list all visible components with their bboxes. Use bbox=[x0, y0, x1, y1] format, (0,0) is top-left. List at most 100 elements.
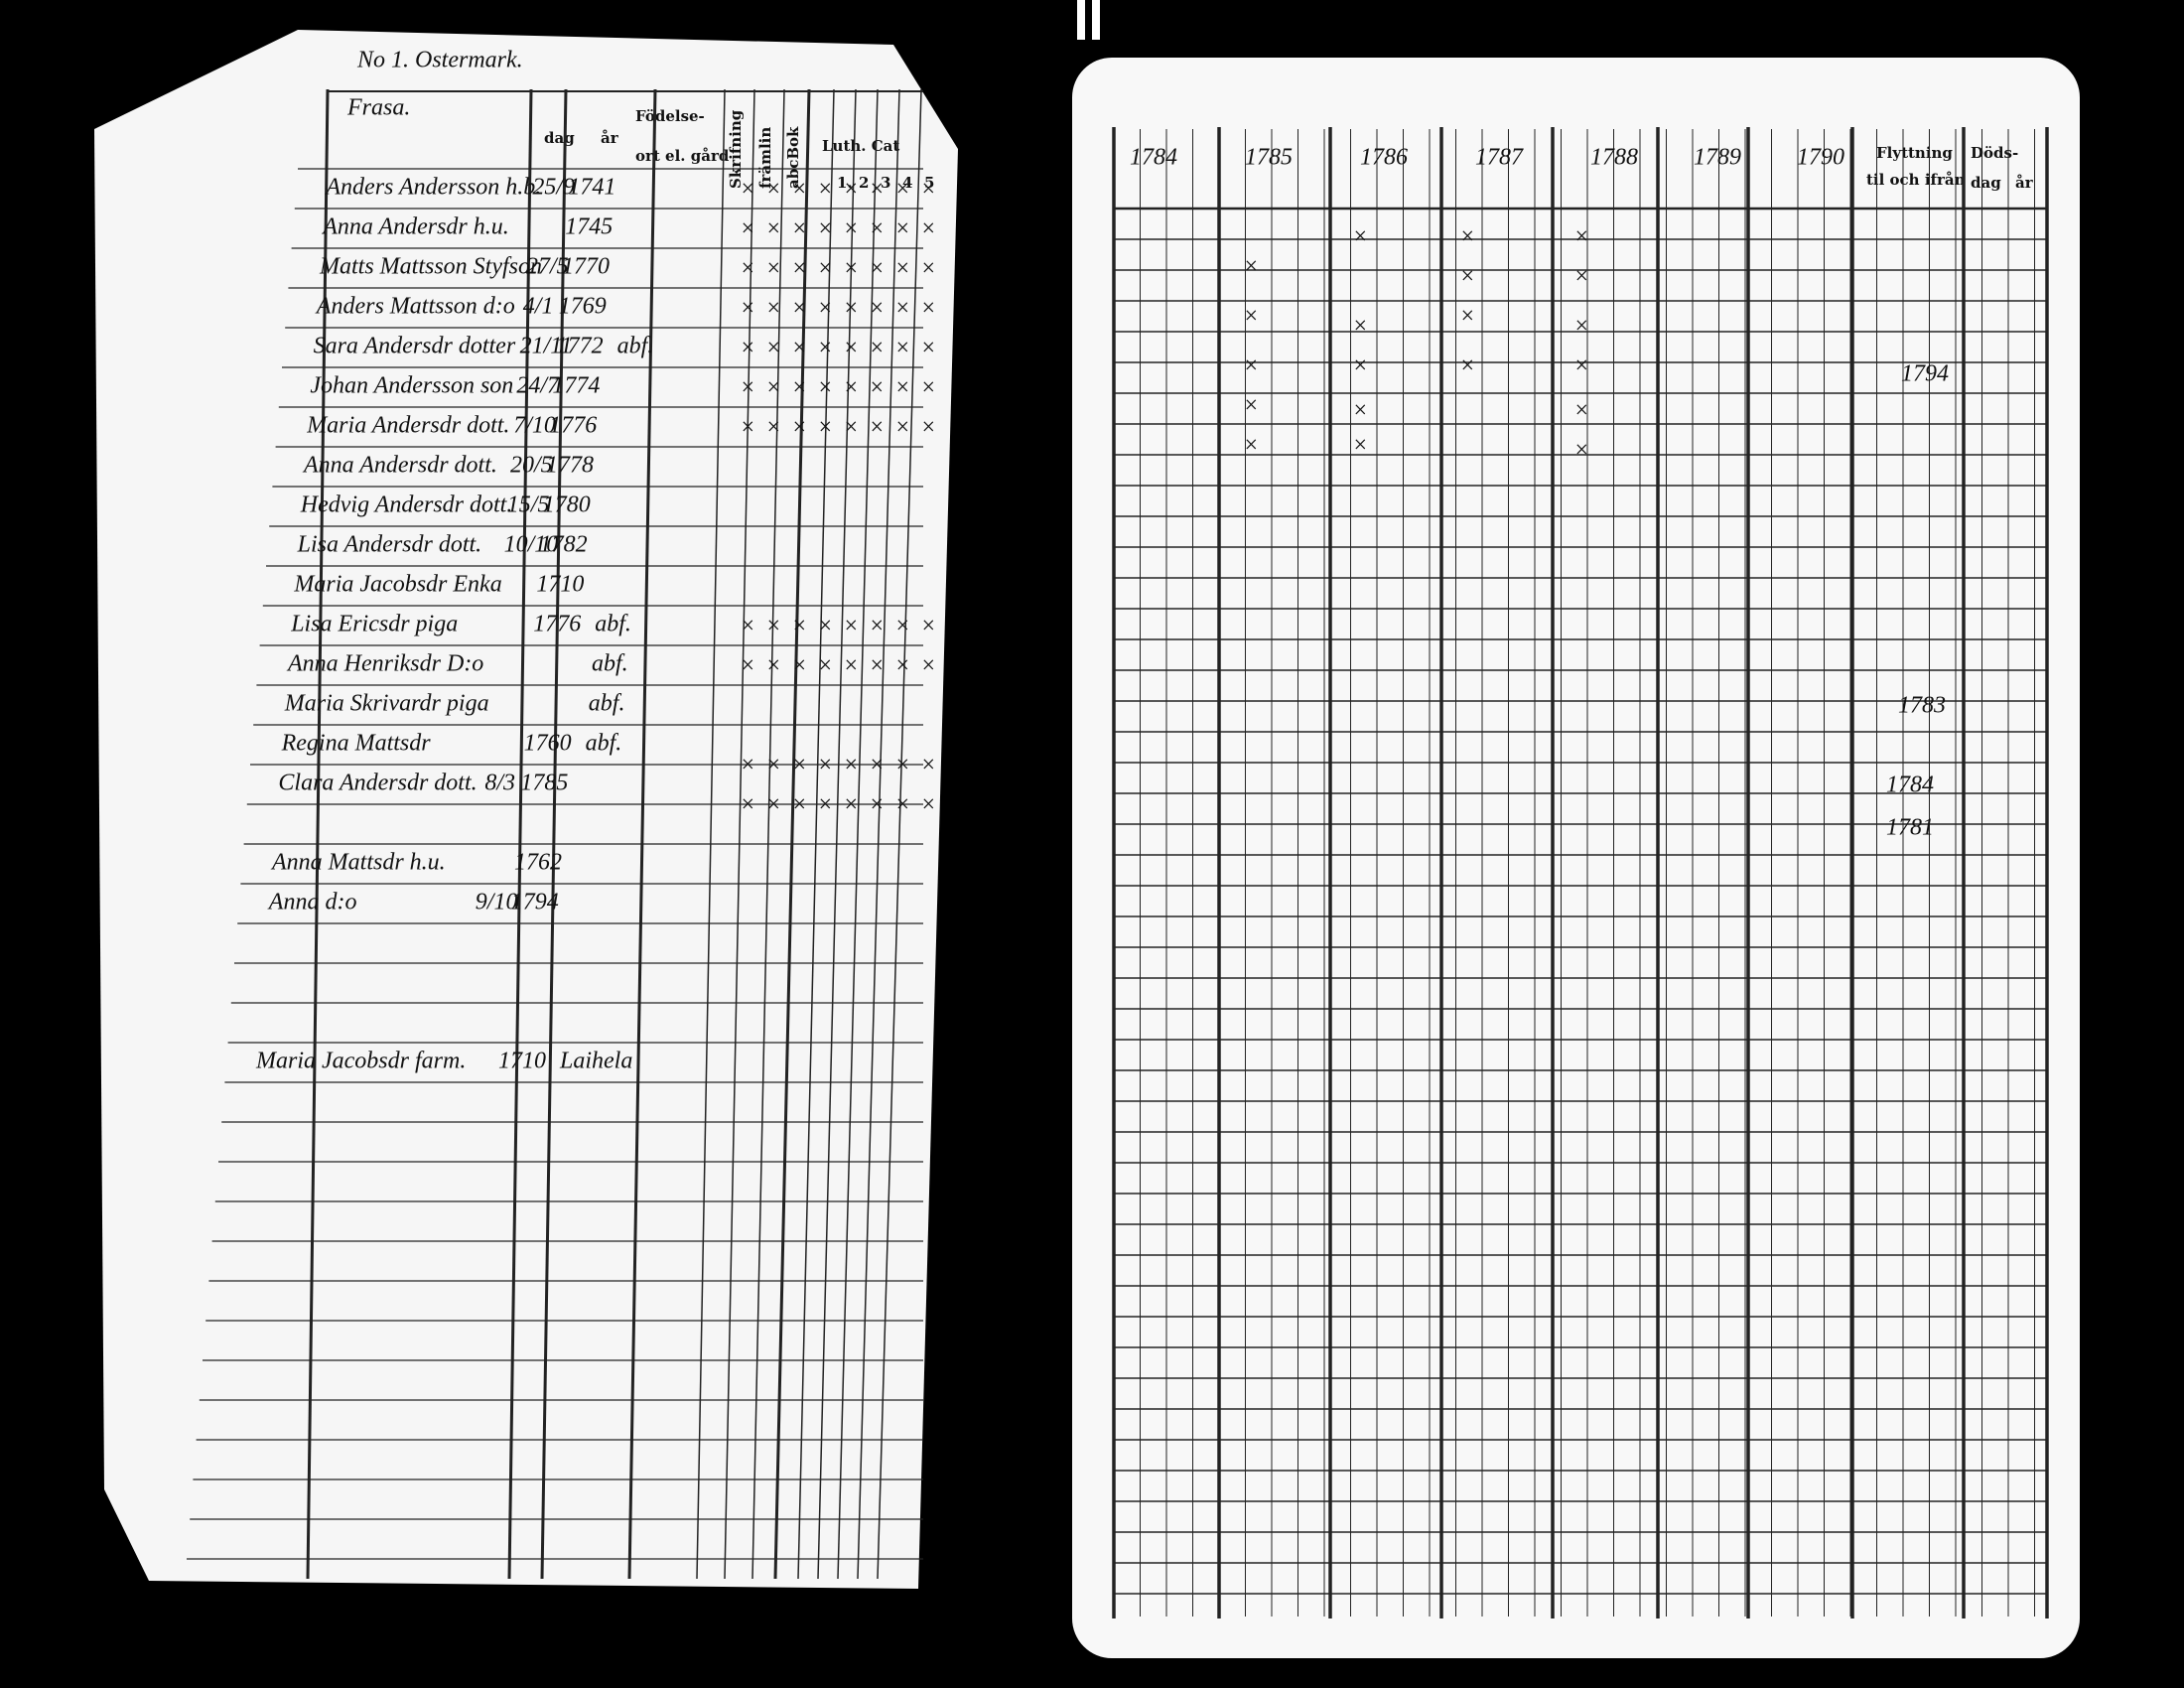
check-mark: × bbox=[869, 653, 885, 679]
person-name: Regina Mattsdr bbox=[281, 731, 432, 757]
birth-year: 1794 bbox=[511, 890, 559, 915]
birth-year: 1762 bbox=[514, 850, 562, 876]
check-mark: × bbox=[791, 792, 807, 818]
catechism-part: 4 bbox=[902, 174, 912, 192]
column-rule bbox=[724, 88, 755, 1580]
cross-mark: × bbox=[1352, 224, 1368, 250]
move-note: 1783 bbox=[1898, 693, 1946, 719]
check-mark: × bbox=[843, 216, 859, 242]
person-name: Maria Andersdr dott. bbox=[306, 413, 509, 439]
cross-mark: × bbox=[1352, 433, 1368, 459]
check-mark: × bbox=[791, 336, 807, 361]
cross-mark: × bbox=[1573, 353, 1589, 379]
moving-sub-header: til och ifrån bbox=[1866, 171, 1966, 189]
birth-year: 1782 bbox=[540, 532, 588, 558]
birth-place: abf. bbox=[617, 334, 654, 359]
birth-year: 1769 bbox=[559, 294, 607, 320]
check-mark: × bbox=[869, 296, 885, 322]
column-rule bbox=[627, 88, 657, 1580]
left-page bbox=[94, 30, 958, 1589]
check-mark: × bbox=[791, 296, 807, 322]
cross-mark: × bbox=[1352, 314, 1368, 340]
check-mark: × bbox=[740, 336, 755, 361]
check-mark: × bbox=[843, 296, 859, 322]
person-name: Lisa Andersdr dott. bbox=[297, 532, 482, 558]
cross-mark: × bbox=[1459, 353, 1475, 379]
check-mark: × bbox=[765, 792, 781, 818]
check-mark: × bbox=[817, 216, 833, 242]
check-mark: × bbox=[869, 415, 885, 441]
check-mark: × bbox=[894, 336, 910, 361]
death-day-header: dag bbox=[1971, 174, 2001, 192]
binding-mark bbox=[1077, 0, 1085, 40]
check-mark: × bbox=[765, 415, 781, 441]
birth-year: 1776 bbox=[549, 413, 597, 439]
check-mark: × bbox=[869, 792, 885, 818]
birth-day: 24/7 bbox=[516, 373, 560, 399]
check-mark: × bbox=[740, 415, 755, 441]
check-mark: × bbox=[740, 653, 755, 679]
check-mark: × bbox=[843, 177, 859, 203]
birth-header: Födelse- bbox=[635, 107, 705, 125]
check-mark: × bbox=[843, 256, 859, 282]
birth-day: 8/3 bbox=[484, 771, 515, 796]
column-rule bbox=[877, 88, 922, 1580]
check-mark: × bbox=[920, 256, 936, 282]
place-header: ort el. gård bbox=[635, 147, 730, 165]
birth-year: 1710 bbox=[498, 1049, 546, 1074]
catechism-part: 3 bbox=[881, 174, 890, 192]
birth-year: 1785 bbox=[520, 771, 568, 796]
column-rule bbox=[696, 88, 726, 1580]
check-mark: × bbox=[894, 296, 910, 322]
check-mark: × bbox=[894, 614, 910, 639]
check-mark: × bbox=[765, 375, 781, 401]
check-mark: × bbox=[765, 256, 781, 282]
cross-mark: × bbox=[1243, 433, 1259, 459]
check-mark: × bbox=[791, 256, 807, 282]
birth-day: 7/10 bbox=[513, 413, 556, 439]
column-rule bbox=[773, 88, 811, 1580]
cross-mark: × bbox=[1243, 393, 1259, 419]
check-mark: × bbox=[869, 375, 885, 401]
birth-year: 1745 bbox=[565, 214, 613, 240]
column-rule bbox=[817, 88, 857, 1580]
check-mark: × bbox=[740, 792, 755, 818]
person-name: Anna Mattsdr h.u. bbox=[270, 850, 446, 876]
person-name: Anna Andersdr h.u. bbox=[321, 214, 509, 240]
birth-year: 1780 bbox=[543, 492, 591, 518]
check-mark: × bbox=[740, 296, 755, 322]
check-mark: × bbox=[817, 375, 833, 401]
check-mark: × bbox=[869, 256, 885, 282]
column-rule bbox=[857, 88, 900, 1580]
year-header: 1786 bbox=[1360, 145, 1408, 171]
check-mark: × bbox=[791, 177, 807, 203]
move-note: 1794 bbox=[1901, 361, 1949, 387]
birth-day: 4/1 bbox=[523, 294, 554, 320]
check-mark: × bbox=[740, 177, 755, 203]
cross-mark: × bbox=[1459, 224, 1475, 250]
person-name: Anders Andersson h.b. bbox=[324, 175, 541, 201]
check-mark: × bbox=[920, 336, 936, 361]
birth-place: abf. bbox=[589, 691, 625, 717]
check-mark: × bbox=[894, 256, 910, 282]
right-page bbox=[1072, 58, 2080, 1658]
year-header: 1789 bbox=[1694, 145, 1741, 171]
cross-mark: × bbox=[1243, 353, 1259, 379]
check-mark: × bbox=[894, 792, 910, 818]
person-name: Clara Andersdr dott. bbox=[278, 771, 477, 796]
person-name: Anna Henriksdr D:o bbox=[286, 651, 483, 677]
check-mark: × bbox=[765, 177, 781, 203]
birth-place: abf. bbox=[586, 731, 622, 757]
birth-day: 21/11 bbox=[520, 334, 573, 359]
birth-year: 1741 bbox=[568, 175, 615, 201]
check-mark: × bbox=[791, 415, 807, 441]
cross-mark: × bbox=[1573, 224, 1589, 250]
check-mark: × bbox=[843, 653, 859, 679]
cross-mark: × bbox=[1573, 438, 1589, 464]
column-rule bbox=[507, 88, 533, 1580]
check-mark: × bbox=[843, 753, 859, 778]
check-mark: × bbox=[817, 296, 833, 322]
check-mark: × bbox=[740, 256, 755, 282]
birth-place: abf. bbox=[592, 651, 628, 677]
